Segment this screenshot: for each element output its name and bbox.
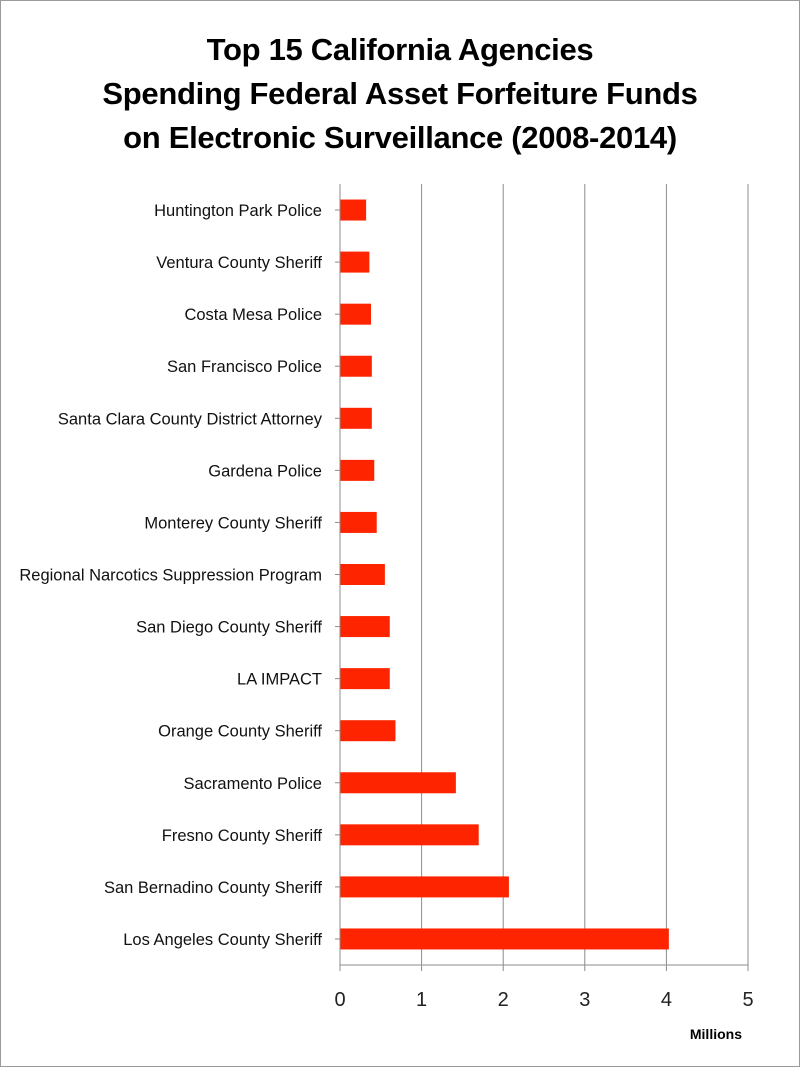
bars xyxy=(340,199,669,950)
chart-title-line-3: on Electronic Surveillance (2008-2014) xyxy=(123,120,677,155)
bar xyxy=(340,616,390,638)
x-tick-label: 1 xyxy=(416,989,427,1011)
category-label: Fresno County Sheriff xyxy=(162,827,323,845)
category-label: Costa Mesa Police xyxy=(184,306,322,324)
chart-title: Top 15 California Agencies Spending Fede… xyxy=(0,28,800,160)
category-label: LA IMPACT xyxy=(237,671,322,689)
x-tick-label: 2 xyxy=(498,989,509,1011)
bar xyxy=(340,772,456,794)
bar xyxy=(340,824,479,846)
category-label: Gardena Police xyxy=(208,462,322,480)
bar xyxy=(340,720,396,742)
category-label: Huntington Park Police xyxy=(154,202,322,220)
bar xyxy=(340,564,385,585)
bar xyxy=(340,199,367,221)
x-tick-label: 5 xyxy=(742,989,753,1011)
category-labels: Huntington Park Police Ventura County She… xyxy=(19,202,322,949)
bar xyxy=(340,511,377,533)
category-label: San Bernadino County Sheriff xyxy=(104,879,322,897)
x-axis-unit-label: Millions xyxy=(690,1026,742,1042)
bar xyxy=(340,355,372,377)
category-label: Sacramento Police xyxy=(184,775,323,793)
bar xyxy=(340,668,390,690)
chart-title-line-2: Spending Federal Asset Forfeiture Funds xyxy=(102,76,698,111)
x-tick-label: 0 xyxy=(334,989,345,1011)
category-label: Ventura County Sheriff xyxy=(156,254,322,272)
x-tick-label: 4 xyxy=(661,989,672,1011)
category-label: Regional Narcotics Suppression Program xyxy=(19,567,322,585)
category-label: Monterey County Sheriff xyxy=(144,514,322,532)
chart-title-line-1: Top 15 California Agencies xyxy=(206,32,594,67)
bar xyxy=(340,303,372,325)
gridlines xyxy=(421,184,749,965)
bar xyxy=(340,876,509,898)
axes: 0 1 2 3 4 5 xyxy=(334,184,754,1011)
category-label: Santa Clara County District Attorney xyxy=(58,410,323,428)
x-tick-label: 3 xyxy=(579,989,590,1011)
category-label: Orange County Sheriff xyxy=(158,723,322,741)
bar xyxy=(340,459,375,481)
category-label: San Diego County Sheriff xyxy=(136,619,322,637)
bar xyxy=(340,251,370,273)
bar xyxy=(340,928,669,950)
category-label: San Francisco Police xyxy=(167,358,322,376)
category-label: Los Angeles County Sheriff xyxy=(123,931,322,949)
bar xyxy=(340,407,372,429)
